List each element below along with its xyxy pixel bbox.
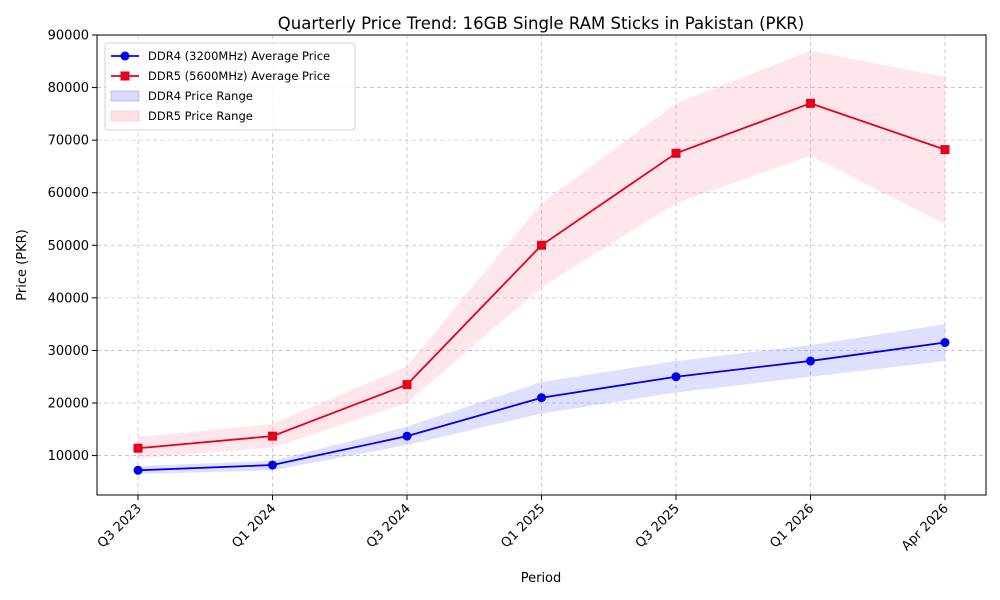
x-tick-label: Apr 2026 [899, 501, 952, 554]
data-point-ddr4 [402, 431, 412, 441]
data-point-ddr5 [537, 240, 546, 250]
data-point-ddr5 [671, 148, 681, 158]
data-point-ddr5 [268, 431, 277, 441]
x-tick-label: Q3 2023 [95, 501, 145, 551]
legend-box [104, 42, 356, 131]
x-tick-label: Q1 2026 [767, 501, 817, 551]
x-axis-label: Period [521, 571, 562, 586]
x-tick-label: Q3 2024 [364, 501, 414, 551]
legend-label-ddr5-range: DDR5 Price Range [148, 109, 253, 123]
x-tick-label: Q3 2025 [633, 501, 683, 551]
data-point-ddr5 [940, 145, 950, 155]
data-point-ddr5 [402, 380, 412, 390]
legend: DDR4 (3200MHz) Average Price DDR5 (5600MH… [104, 42, 356, 131]
data-point-markers [133, 98, 950, 475]
x-tick-label: Q1 2024 [229, 501, 279, 551]
legend-swatch-ddr5-range [110, 110, 140, 122]
legend-swatch-ddr4-range [110, 90, 140, 102]
legend-label-ddr5: DDR5 (5600MHz) Average Price [148, 69, 330, 83]
y-tick-label: 80000 [48, 81, 89, 96]
data-point-ddr4 [806, 356, 815, 366]
data-point-ddr4 [671, 372, 681, 382]
data-point-ddr5 [133, 443, 143, 453]
range-band-ddr5 [138, 50, 945, 459]
data-point-ddr5 [806, 98, 815, 108]
y-tick-label: 30000 [48, 344, 89, 359]
y-tick-label: 60000 [48, 186, 89, 201]
data-point-ddr4 [940, 338, 950, 348]
y-tick-label: 10000 [48, 449, 89, 464]
y-tick-label: 90000 [48, 29, 89, 44]
y-axis-label: Price (PKR) [15, 229, 30, 300]
legend-marker-ddr4 [120, 51, 130, 61]
data-point-ddr4 [133, 465, 143, 475]
y-tick-label: 20000 [48, 397, 89, 412]
y-tick-label: 50000 [48, 239, 89, 254]
data-point-ddr4 [537, 393, 546, 403]
data-point-ddr4 [268, 460, 277, 470]
y-tick-label: 40000 [48, 291, 89, 306]
x-tick-label: Q1 2025 [498, 501, 548, 551]
y-tick-label: 70000 [48, 134, 89, 149]
chart-title: Quarterly Price Trend: 16GB Single RAM S… [278, 14, 804, 33]
legend-label-ddr4: DDR4 (3200MHz) Average Price [148, 49, 330, 63]
legend-marker-ddr5 [120, 71, 130, 81]
legend-label-ddr4-range: DDR4 Price Range [148, 89, 253, 103]
